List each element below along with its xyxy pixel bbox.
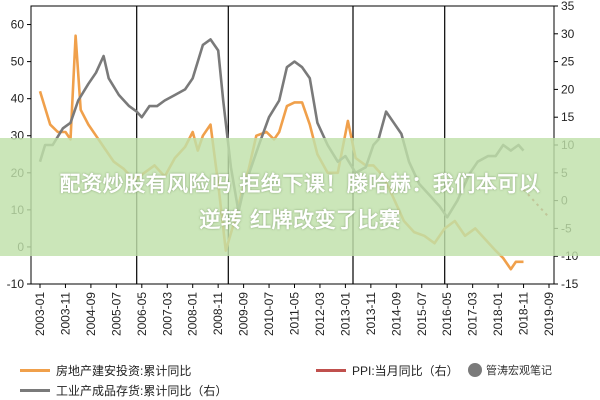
x-tick-label: 2006-05 bbox=[135, 292, 149, 336]
watermark-text: 管涛宏观笔记 bbox=[486, 365, 552, 377]
x-tick-label: 2005-07 bbox=[109, 292, 123, 336]
wechat-logo-icon bbox=[468, 363, 482, 377]
legend-swatch-ppi bbox=[316, 368, 346, 372]
x-tick-label: 2017-03 bbox=[466, 292, 480, 336]
headline-overlay[interactable] bbox=[0, 138, 600, 256]
x-tick-label: 2014-09 bbox=[389, 292, 403, 336]
right-tick-label: -15 bbox=[561, 277, 579, 291]
legend-swatch-real-estate bbox=[20, 368, 50, 372]
x-tick-label: 2008-01 bbox=[186, 292, 200, 336]
x-tick-label: 2004-09 bbox=[84, 292, 98, 336]
x-tick-label: 2003-11 bbox=[58, 292, 72, 335]
right-tick-label: 25 bbox=[561, 55, 575, 69]
left-tick-label: -10 bbox=[7, 277, 25, 291]
x-tick-label: 2007-03 bbox=[160, 292, 174, 336]
right-tick-label: 30 bbox=[561, 27, 575, 41]
legend-label-real-estate: 房地产建安投资:累计同比 bbox=[56, 363, 192, 378]
x-tick-label: 2008-11 bbox=[211, 292, 225, 335]
x-tick-label: 2018-11 bbox=[517, 292, 531, 335]
x-tick-label: 2013-11 bbox=[364, 292, 378, 335]
legend-swatch-inventory bbox=[20, 388, 50, 392]
x-tick-label: 2003-01 bbox=[33, 292, 47, 336]
x-axis: 2003-01 2003-11 2004-09 2005-07 2006-05 2007-… bbox=[33, 284, 556, 336]
legend-item-ppi: PPI:当月同比（右） bbox=[316, 360, 459, 380]
right-tick-label: 35 bbox=[561, 0, 575, 13]
x-tick-label: 2012-03 bbox=[313, 292, 327, 336]
watermark: 管涛宏观笔记 bbox=[468, 360, 552, 380]
legend-item-inventory: 工业产成品存货:累计同比（右） bbox=[20, 380, 227, 400]
legend-label-inventory: 工业产成品存货:累计同比（右） bbox=[56, 383, 228, 398]
x-tick-label: 2018-01 bbox=[491, 292, 505, 336]
left-tick-label: 40 bbox=[11, 92, 25, 106]
x-tick-label: 2015-07 bbox=[415, 292, 429, 336]
x-tick-label: 2016-05 bbox=[440, 292, 454, 336]
legend-label-ppi: PPI:当月同比（右） bbox=[352, 363, 459, 378]
right-tick-label: 20 bbox=[561, 82, 575, 96]
x-tick-label: 2009-09 bbox=[237, 292, 251, 336]
headline-line-2[interactable]: 逆转 红牌改变了比赛 bbox=[199, 208, 401, 232]
left-tick-label: 60 bbox=[11, 18, 25, 32]
right-tick-label: 15 bbox=[561, 110, 575, 124]
x-tick-label: 2013-01 bbox=[338, 292, 352, 336]
x-tick-label: 2019-09 bbox=[542, 292, 556, 336]
left-tick-label: 50 bbox=[11, 55, 25, 69]
x-tick-label: 2011-05 bbox=[288, 292, 302, 335]
x-tick-label: 2010-07 bbox=[262, 292, 276, 336]
headline-line-1[interactable]: 配资炒股有风险吗 拒绝下课！滕哈赫：我们本可以 bbox=[59, 172, 541, 196]
legend-item-real-estate: 房地产建安投资:累计同比 bbox=[20, 360, 191, 380]
